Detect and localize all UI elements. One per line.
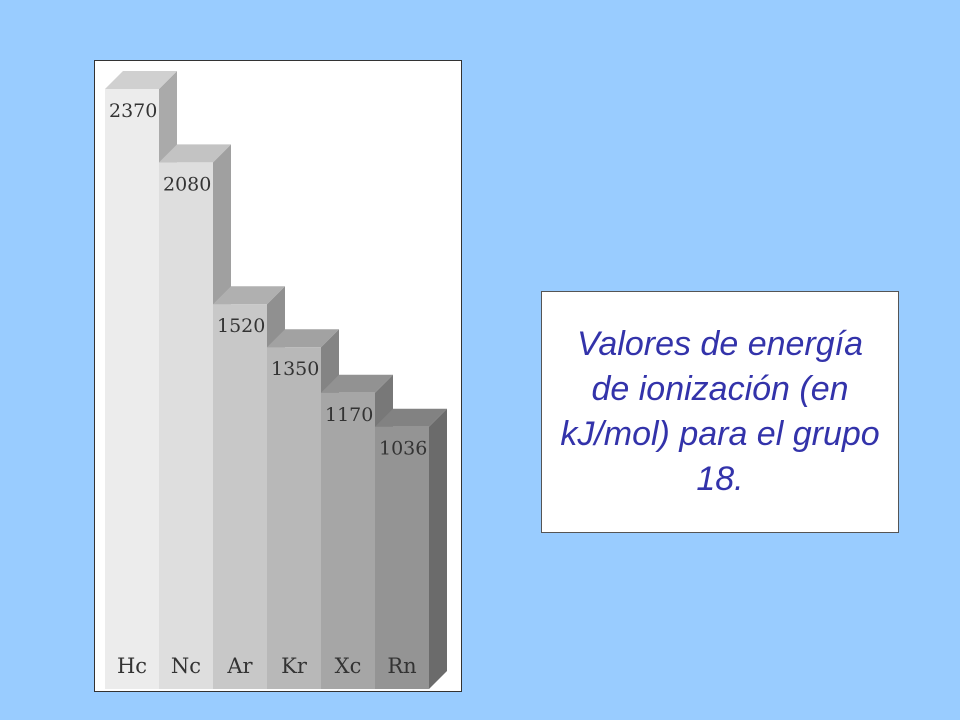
value-label: 1036	[379, 438, 427, 460]
bar-front	[159, 162, 213, 689]
caption-text: Valores de energía de ionización (en kJ/…	[560, 325, 880, 498]
bars-layer	[105, 71, 447, 689]
category-label: Xc	[335, 654, 362, 678]
bar-rn	[375, 408, 447, 689]
category-label: Hc	[117, 654, 147, 678]
category-label: Ar	[226, 654, 253, 678]
bar-side	[429, 408, 447, 689]
bar-top	[267, 329, 339, 348]
bar-top	[321, 374, 393, 393]
value-label: 1520	[217, 315, 265, 337]
value-label: 1170	[325, 404, 373, 426]
value-label: 2080	[163, 173, 211, 195]
bar-front	[321, 392, 375, 689]
bar-front	[105, 89, 159, 689]
bar-top	[105, 71, 177, 89]
bar-front	[213, 304, 267, 689]
value-label: 1350	[271, 358, 319, 380]
bar-top	[375, 408, 447, 427]
bar-top	[159, 144, 231, 163]
category-label: Rn	[387, 654, 416, 678]
bar-chart: 2370 Hc 2080 Nc 1520 Ar 1350 Kr 1170 Xc 1036 Rn	[105, 71, 447, 689]
bar-top	[213, 286, 285, 305]
bar-front	[267, 347, 321, 689]
bar-front	[375, 426, 429, 689]
category-label: Nc	[171, 654, 201, 678]
labels-layer: 2370 Hc 2080 Nc 1520 Ar 1350 Kr 1170 Xc 1036 Rn	[109, 100, 427, 678]
category-label: Kr	[281, 654, 308, 678]
value-label: 2370	[109, 100, 157, 122]
caption-box: Valores de energía de ionización (en kJ/…	[541, 291, 899, 533]
chart-panel: 2370 Hc 2080 Nc 1520 Ar 1350 Kr 1170 Xc 1036 Rn	[94, 60, 462, 692]
